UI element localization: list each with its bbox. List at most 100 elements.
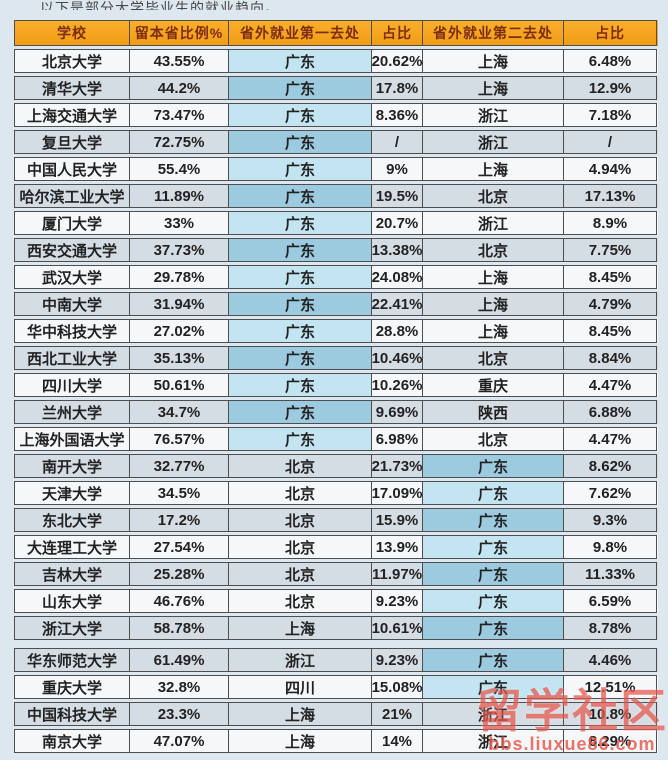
value-cell: 浙江	[422, 729, 564, 753]
value-cell: 20.62%	[371, 49, 423, 73]
value-cell: 15.9%	[371, 508, 423, 532]
value-cell: 32.77%	[129, 454, 229, 478]
value-cell: 55.4%	[129, 157, 229, 181]
value-cell: 44.2%	[129, 76, 229, 100]
school-name-cell: 吉林大学	[14, 562, 130, 586]
column-header-second-destination: 省外就业第二去处	[422, 20, 564, 46]
value-cell: 上海	[422, 265, 564, 289]
value-cell: 27.02%	[129, 319, 229, 343]
value-cell: 47.07%	[129, 729, 229, 753]
value-cell: 7.18%	[563, 103, 657, 127]
value-cell: 72.75%	[129, 130, 229, 154]
value-cell: 17.09%	[371, 481, 423, 505]
value-cell: 13.38%	[371, 238, 423, 262]
caption: 以下是部分大学毕业生的就业趋向。	[0, 0, 668, 10]
value-cell: 8.36%	[371, 103, 423, 127]
value-cell: 陕西	[422, 400, 564, 424]
school-name-cell: 武汉大学	[14, 265, 130, 289]
value-cell: 58.78%	[129, 616, 229, 640]
table-row: 南京大学 47.07% 上海 14% 浙江 8.29%	[14, 729, 658, 753]
value-cell: 10.46%	[371, 346, 423, 370]
value-cell: 四川	[228, 675, 372, 699]
table-row: 清华大学 44.2% 广东 17.8% 上海 12.9%	[14, 76, 658, 100]
value-cell: 广东	[228, 238, 372, 262]
table-row: 厦门大学 33% 广东 20.7% 浙江 8.9%	[14, 211, 658, 235]
value-cell: 6.48%	[563, 49, 657, 73]
value-cell: 9%	[371, 157, 423, 181]
value-cell: 46.76%	[129, 589, 229, 613]
value-cell: 广东	[228, 265, 372, 289]
value-cell: 15.08%	[371, 675, 423, 699]
value-cell: 广东	[228, 76, 372, 100]
school-name-cell: 大连理工大学	[14, 535, 130, 559]
value-cell: 广东	[228, 211, 372, 235]
value-cell: 27.54%	[129, 535, 229, 559]
school-name-cell: 北京大学	[14, 49, 130, 73]
value-cell: 43.55%	[129, 49, 229, 73]
value-cell: 11.97%	[371, 562, 423, 586]
value-cell: 广东	[228, 400, 372, 424]
value-cell: 6.59%	[563, 589, 657, 613]
table-row: 天津大学 34.5% 北京 17.09% 广东 7.62%	[14, 481, 658, 505]
value-cell: 24.08%	[371, 265, 423, 289]
value-cell: 浙江	[422, 103, 564, 127]
value-cell: 9.8%	[563, 535, 657, 559]
value-cell: 76.57%	[129, 427, 229, 451]
school-name-cell: 西安交通大学	[14, 238, 130, 262]
table-row: 山东大学 46.76% 北京 9.23% 广东 6.59%	[14, 589, 658, 613]
value-cell: 上海	[228, 616, 372, 640]
column-header-school: 学校	[14, 20, 130, 46]
value-cell: 37.73%	[129, 238, 229, 262]
caption-text: 以下是部分大学毕业生的就业趋向。	[40, 0, 280, 10]
value-cell: 北京	[422, 184, 564, 208]
value-cell: 广东	[228, 103, 372, 127]
table-row: 大连理工大学 27.54% 北京 13.9% 广东 9.8%	[14, 535, 658, 559]
value-cell: 11.89%	[129, 184, 229, 208]
value-cell: 广东	[422, 648, 564, 672]
table-row: 上海外国语大学 76.57% 广东 6.98% 北京 4.47%	[14, 427, 658, 451]
value-cell: 浙江	[422, 702, 564, 726]
value-cell: 上海	[228, 702, 372, 726]
value-cell: 8.78%	[563, 616, 657, 640]
value-cell: 广东	[422, 481, 564, 505]
value-cell: 12.51%	[563, 675, 657, 699]
school-name-cell: 山东大学	[14, 589, 130, 613]
table-row: 中国科技大学 23.3% 上海 21% 浙江 10.8%	[14, 702, 658, 726]
value-cell: 广东	[228, 292, 372, 316]
value-cell: 广东	[228, 319, 372, 343]
value-cell: 25.28%	[129, 562, 229, 586]
column-header-first-destination: 省外就业第一去处	[228, 20, 372, 46]
value-cell: 上海	[228, 729, 372, 753]
value-cell: 31.94%	[129, 292, 229, 316]
school-name-cell: 南京大学	[14, 729, 130, 753]
value-cell: 广东	[422, 616, 564, 640]
school-name-cell: 上海外国语大学	[14, 427, 130, 451]
school-name-cell: 西北工业大学	[14, 346, 130, 370]
value-cell: 4.94%	[563, 157, 657, 181]
value-cell: 8.9%	[563, 211, 657, 235]
value-cell: 北京	[228, 535, 372, 559]
value-cell: 13.9%	[371, 535, 423, 559]
value-cell: 22.41%	[371, 292, 423, 316]
value-cell: 北京	[422, 238, 564, 262]
table-row: 华中科技大学 27.02% 广东 28.8% 上海 8.45%	[14, 319, 658, 343]
table-row: 复旦大学 72.75% 广东 / 浙江 /	[14, 130, 658, 154]
value-cell: 10.61%	[371, 616, 423, 640]
school-name-cell: 四川大学	[14, 373, 130, 397]
value-cell: 73.47%	[129, 103, 229, 127]
value-cell: 广东	[422, 454, 564, 478]
value-cell: 4.47%	[563, 373, 657, 397]
value-cell: 4.79%	[563, 292, 657, 316]
value-cell: 上海	[422, 49, 564, 73]
table-row: 华东师范大学 61.49% 浙江 9.23% 广东 4.46%	[14, 648, 658, 672]
value-cell: 广东	[228, 130, 372, 154]
value-cell: 广东	[228, 427, 372, 451]
school-name-cell: 浙江大学	[14, 616, 130, 640]
table-row: 吉林大学 25.28% 北京 11.97% 广东 11.33%	[14, 562, 658, 586]
table-row: 兰州大学 34.7% 广东 9.69% 陕西 6.88%	[14, 400, 658, 424]
column-header-stay-province-pct: 留本省比例%	[129, 20, 229, 46]
employment-destinations-table: 学校 留本省比例% 省外就业第一去处 占比 省外就业第二去处 占比 北京大学 43…	[14, 20, 658, 753]
value-cell: 浙江	[228, 648, 372, 672]
value-cell: 广东	[422, 589, 564, 613]
